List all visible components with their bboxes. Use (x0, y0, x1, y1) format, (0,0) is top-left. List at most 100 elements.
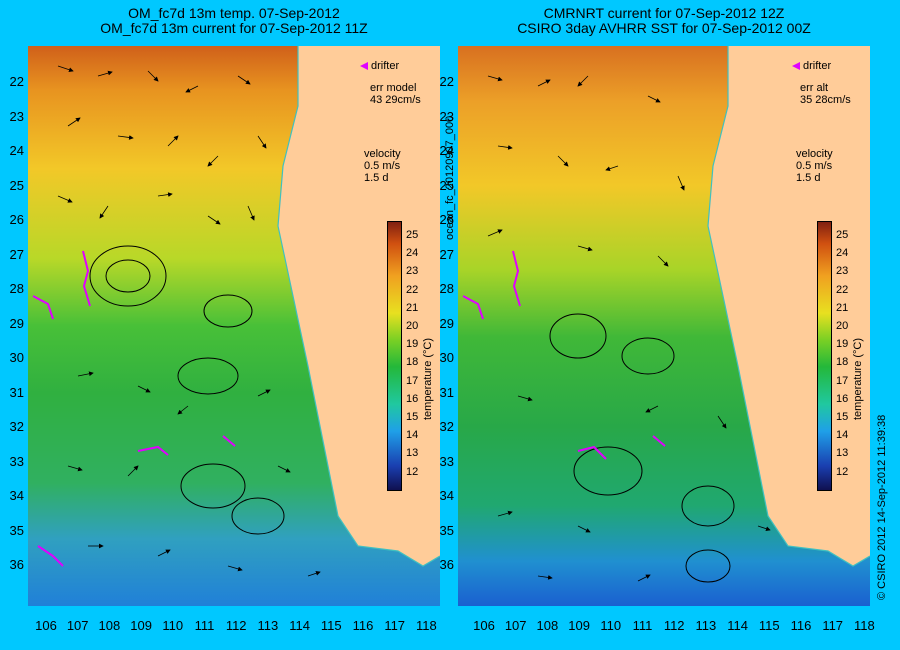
y-axis-label: 30 (439, 350, 454, 365)
colorbar-tick-label: 22 (836, 283, 849, 296)
colorbar-tick-label: 15 (836, 411, 849, 423)
x-axis-label: 117 (384, 618, 406, 633)
colorbar-tick-label: 24 (836, 247, 849, 260)
y-axis-label: 26 (9, 212, 24, 227)
coastline (277, 46, 440, 567)
colorbar-tick-label: 13 (406, 447, 419, 460)
x-axis-label: 112 (225, 618, 247, 633)
err-label: err alt (800, 82, 829, 94)
y-axis-label: 33 (439, 453, 454, 469)
velocity-time: 1.5 d (796, 172, 821, 184)
x-axis-label: 117 (822, 618, 844, 633)
colorbar-tick-label: 20 (836, 320, 849, 332)
y-axis-label: 28 (439, 281, 454, 296)
y-axis-label: 30 (9, 350, 24, 365)
drifter-tracks (32, 250, 236, 567)
drifter-icon (360, 62, 368, 70)
x-axis-label: 113 (695, 618, 717, 633)
x-axis-label: 115 (320, 618, 342, 633)
colorbar-tick-label: 16 (836, 392, 849, 405)
drifter-icon (792, 62, 800, 70)
x-axis-label: 114 (727, 618, 748, 633)
colorbar-tick-label: 12 (836, 465, 849, 478)
y-axis-label: 29 (439, 315, 454, 331)
y-axis-label: 31 (439, 384, 454, 400)
y-axis-label: 32 (9, 419, 24, 434)
x-axis-label: 114 (289, 618, 310, 633)
velocity-label: velocity (364, 148, 401, 160)
colorbar-tick-label: 21 (836, 301, 849, 314)
y-axis-label: 36 (439, 557, 454, 572)
x-axis-label: 110 (162, 618, 184, 633)
x-axis-label: 106 (35, 618, 57, 633)
coastline (707, 46, 870, 567)
y-axis-label: 24 (9, 143, 24, 158)
y-axis-label: 29 (9, 315, 24, 331)
right-title-line1: CMRNRT current for 07-Sep-2012 12Z (543, 5, 785, 21)
colorbar-tick-label: 16 (406, 392, 419, 405)
y-axis-label: 31 (9, 384, 24, 400)
colorbar-tick-label: 14 (406, 429, 419, 442)
left-velocity-key: velocity 0.5 m/s 1.5 d (364, 148, 401, 184)
colorbar-tick-label: 14 (836, 429, 849, 442)
drifter-label: drifter (371, 60, 400, 72)
left-title-line2: OM_fc7d 13m current for 07-Sep-2012 11Z (100, 20, 368, 36)
y-axis-label: 35 (439, 522, 454, 538)
colorbar-tick-label: 18 (406, 356, 419, 369)
x-axis-label: 116 (352, 618, 374, 633)
velocity-label: velocity (796, 148, 833, 160)
left-map-svg (28, 46, 440, 606)
x-axis-label: 111 (632, 618, 653, 633)
y-axis-label: 35 (9, 522, 24, 538)
x-axis-label: 107 (504, 618, 527, 633)
colorbar-tick-label: 19 (836, 338, 849, 351)
y-axis-label: 25 (9, 177, 24, 193)
y-axis-label: 24 (439, 143, 454, 158)
colorbar-tick-label: 23 (836, 265, 849, 278)
y-axis-label: 23 (9, 108, 24, 124)
x-axis-label: 118 (416, 618, 437, 633)
err-value: 35 28cm/s (800, 94, 851, 106)
left-drifter-legend: drifter (360, 60, 399, 72)
x-axis-label: 109 (568, 618, 590, 633)
y-axis-label: 23 (439, 108, 454, 124)
y-axis-label: 28 (9, 281, 24, 296)
colorbar-tick-label: 21 (406, 301, 419, 314)
copyright-timestamp-text: © CSIRO 2012 14-Sep-2012 11:39:38 (876, 414, 888, 600)
y-axis-label: 22 (439, 74, 454, 89)
y-axis-label: 27 (9, 246, 24, 262)
y-axis-label: 27 (439, 246, 454, 262)
right-colorbar (817, 221, 832, 491)
y-axis-label: 25 (439, 177, 454, 193)
err-value: 43 29cm/s (370, 94, 421, 106)
err-label: err model (370, 82, 417, 94)
eddies (89, 245, 285, 535)
y-axis-label: 33 (9, 453, 24, 469)
x-axis-label: 109 (130, 618, 152, 633)
velocity-scale: 0.5 m/s (796, 160, 833, 172)
left-title-line1: OM_fc7d 13m temp. 07-Sep-2012 (128, 5, 340, 21)
colorbar-tick-label: 12 (406, 465, 419, 478)
colorbar-tick-label: 25 (406, 229, 419, 241)
colorbar-tick-label: 17 (836, 374, 849, 387)
right-title-line2: CSIRO 3day AVHRR SST for 07-Sep-2012 00Z (517, 20, 811, 36)
right-drifter-legend: drifter (792, 60, 831, 72)
velocity-scale: 0.5 m/s (364, 160, 401, 172)
left-map-panel (28, 46, 440, 606)
y-axis-label: 32 (439, 419, 454, 434)
x-axis-label: 106 (473, 618, 495, 633)
colorbar-tick-label: 25 (836, 229, 849, 241)
right-velocity-key: velocity 0.5 m/s 1.5 d (796, 148, 833, 184)
colorbar-tick-label: 20 (406, 320, 419, 332)
right-map-svg (458, 46, 870, 606)
x-axis-label: 112 (663, 618, 685, 633)
colorbar-tick-label: 22 (406, 283, 419, 296)
current-vectors (487, 75, 771, 582)
drifter-tracks (462, 250, 666, 460)
y-axis-label: 22 (9, 74, 24, 89)
x-axis-label: 113 (257, 618, 279, 633)
x-axis-label: 110 (600, 618, 622, 633)
left-colorbar (387, 221, 402, 491)
x-axis-label: 107 (66, 618, 89, 633)
current-vectors (57, 65, 321, 577)
